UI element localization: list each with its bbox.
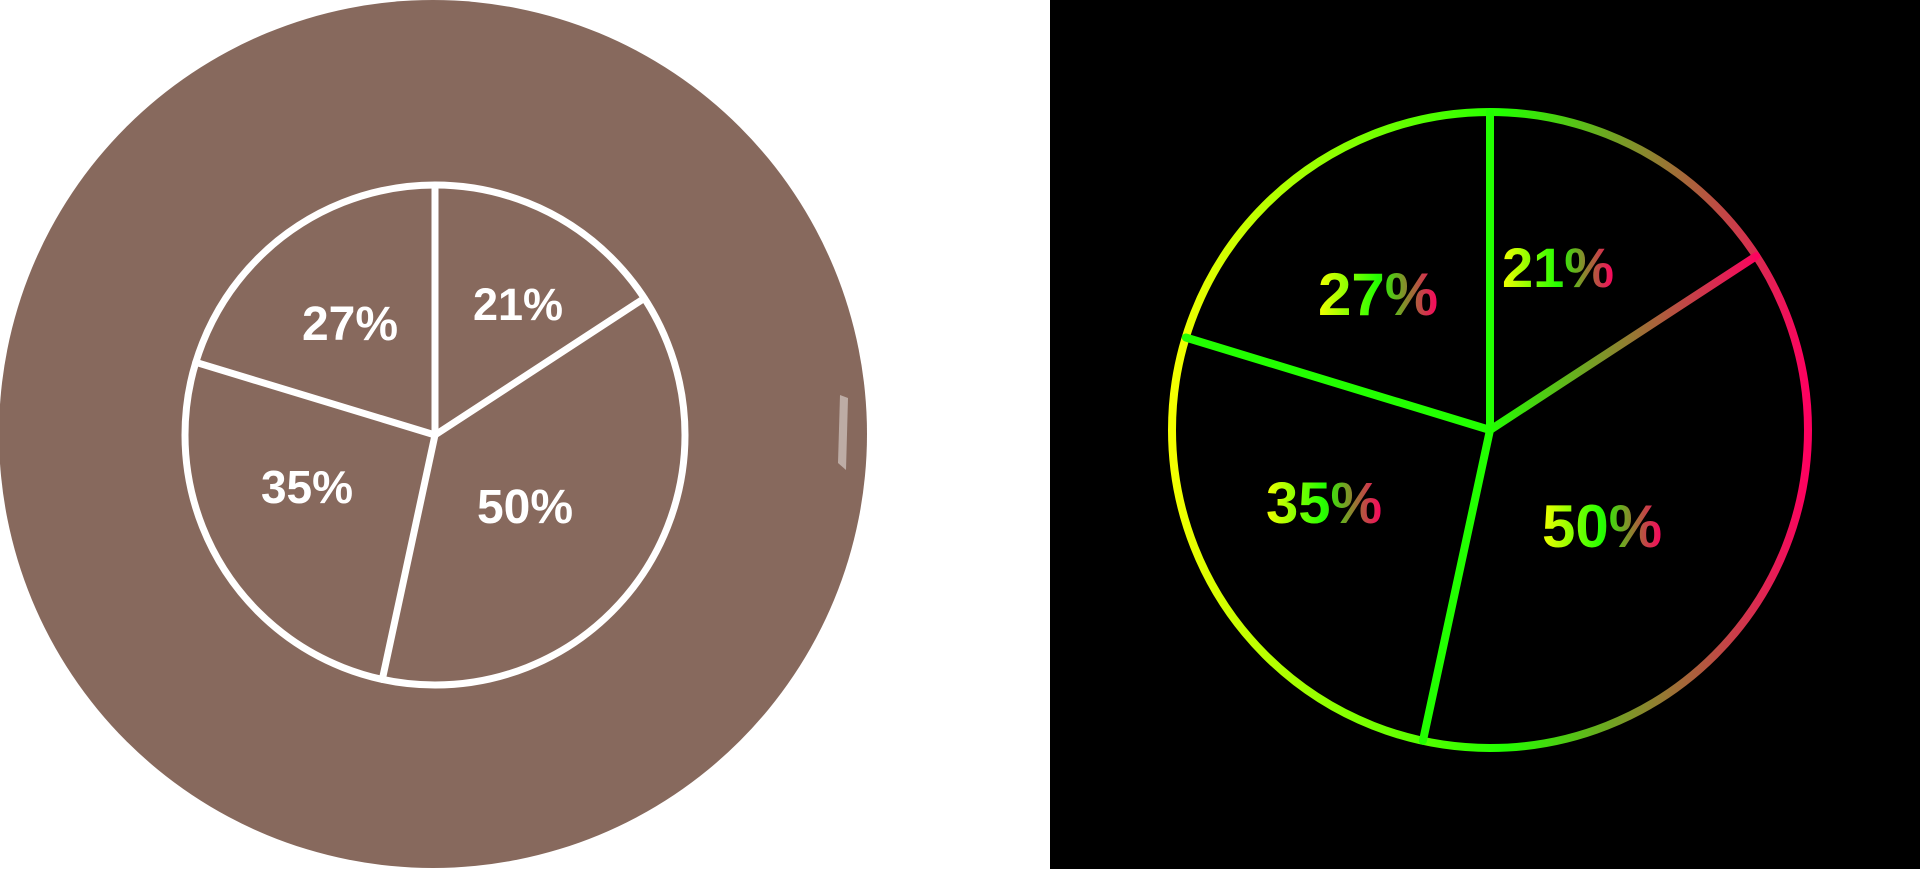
slice-label-21: 21% (1502, 236, 1614, 299)
slice-divider-27 (192, 358, 439, 439)
slice-label-35: 35% (261, 461, 353, 513)
pie-labels: 21% 50% 35% 27% (261, 279, 573, 534)
slice-label-21: 21% (473, 279, 563, 330)
slice-divider-35 (378, 431, 439, 683)
slice-divider-27 (1181, 333, 1494, 434)
slice-divider-50 (431, 294, 648, 439)
slice-label-35: 35% (1266, 471, 1382, 536)
slice-divider-50 (1486, 252, 1761, 434)
slice-label-27: 27% (1318, 261, 1438, 328)
pie-chart-icon: 21% 50% 35% 27% (0, 0, 867, 868)
right-panel: 21% 50% 35% 27% (1050, 0, 1920, 869)
slice-label-50: 50% (1542, 493, 1662, 560)
slice-label-50: 50% (477, 481, 573, 534)
slice-label-27: 27% (302, 298, 398, 351)
pie-outline (181, 181, 689, 689)
disc-highlight (838, 395, 848, 470)
pie-labels: 21% 50% 35% 27% (1266, 236, 1662, 560)
pie-outline (1168, 108, 1812, 752)
slice-divider-35 (1418, 426, 1494, 745)
pie-chart-gradient-icon: 21% 50% 35% 27% (1168, 108, 1812, 752)
left-panel: 21% 50% 35% 27% (0, 0, 867, 868)
